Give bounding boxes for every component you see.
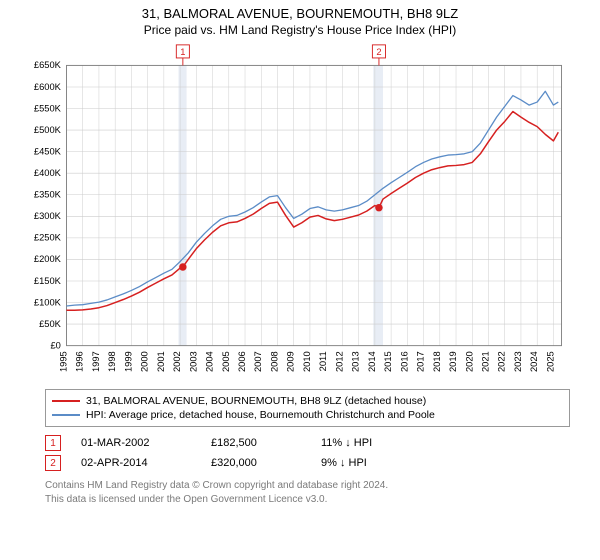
svg-text:2019: 2019: [448, 351, 458, 372]
legend: 31, BALMORAL AVENUE, BOURNEMOUTH, BH8 9L…: [45, 389, 570, 427]
svg-text:1: 1: [180, 47, 185, 57]
sale-price: £320,000: [211, 457, 301, 469]
sale-marker: 1: [45, 435, 61, 451]
sale-diff-vs-hpi: 9% ↓ HPI: [321, 457, 431, 469]
svg-text:2020: 2020: [464, 351, 474, 372]
svg-text:£250K: £250K: [34, 233, 62, 243]
svg-text:£400K: £400K: [34, 168, 62, 178]
svg-text:2011: 2011: [318, 351, 328, 371]
svg-text:2017: 2017: [416, 351, 426, 372]
svg-text:£200K: £200K: [34, 254, 62, 264]
svg-text:2008: 2008: [269, 351, 279, 372]
legend-row: HPI: Average price, detached house, Bour…: [52, 408, 563, 422]
svg-text:1999: 1999: [123, 351, 133, 372]
svg-text:2006: 2006: [237, 351, 247, 372]
sale-diff-vs-hpi: 11% ↓ HPI: [321, 437, 431, 449]
sales-table: 1 01-MAR-2002 £182,500 11% ↓ HPI 2 02-APR-201…: [45, 433, 570, 473]
sale-date: 02-APR-2014: [81, 457, 191, 469]
sale-row: 2 02-APR-2014 £320,000 9% ↓ HPI: [45, 453, 570, 473]
svg-text:£50K: £50K: [39, 319, 62, 329]
svg-text:£150K: £150K: [34, 276, 62, 286]
title-address: 31, BALMORAL AVENUE, BOURNEMOUTH, BH8 9L…: [0, 6, 600, 21]
sale-date: 01-MAR-2002: [81, 437, 191, 449]
sale-row: 1 01-MAR-2002 £182,500 11% ↓ HPI: [45, 433, 570, 453]
svg-text:2000: 2000: [140, 351, 150, 372]
svg-text:1998: 1998: [107, 351, 117, 372]
svg-text:2022: 2022: [497, 351, 507, 372]
svg-text:1995: 1995: [58, 351, 68, 372]
legend-label: HPI: Average price, detached house, Bour…: [86, 409, 435, 421]
chart: £0 £50K £100K £150K £200K £250K £300K £350K £400…: [0, 43, 600, 383]
svg-text:£500K: £500K: [34, 125, 62, 135]
legend-swatch: [52, 400, 80, 402]
svg-text:2005: 2005: [221, 351, 231, 372]
sale-price: £182,500: [211, 437, 301, 449]
svg-text:2018: 2018: [432, 351, 442, 372]
svg-text:1997: 1997: [91, 351, 101, 372]
svg-text:£550K: £550K: [34, 103, 62, 113]
svg-text:1996: 1996: [75, 351, 85, 372]
svg-text:£650K: £650K: [34, 60, 62, 70]
credits: Contains HM Land Registry data © Crown c…: [45, 479, 570, 506]
svg-text:£350K: £350K: [34, 190, 62, 200]
svg-text:2016: 2016: [399, 351, 409, 372]
svg-text:£0: £0: [50, 340, 60, 350]
svg-text:2009: 2009: [286, 351, 296, 372]
title-subtitle: Price paid vs. HM Land Registry's House …: [0, 23, 600, 37]
svg-text:2007: 2007: [253, 351, 263, 372]
svg-text:2023: 2023: [513, 351, 523, 372]
svg-text:2021: 2021: [480, 351, 490, 372]
svg-text:2003: 2003: [188, 351, 198, 372]
svg-text:2001: 2001: [156, 351, 166, 372]
legend-row: 31, BALMORAL AVENUE, BOURNEMOUTH, BH8 9L…: [52, 394, 563, 408]
credits-line1: Contains HM Land Registry data © Crown c…: [45, 479, 570, 493]
svg-text:2: 2: [376, 47, 381, 57]
sale-marker: 2: [45, 455, 61, 471]
svg-text:2025: 2025: [545, 351, 555, 372]
svg-text:£450K: £450K: [34, 146, 62, 156]
credits-line2: This data is licensed under the Open Gov…: [45, 493, 570, 507]
legend-label: 31, BALMORAL AVENUE, BOURNEMOUTH, BH8 9L…: [86, 395, 426, 407]
svg-text:2002: 2002: [172, 351, 182, 372]
svg-text:£300K: £300K: [34, 211, 62, 221]
svg-text:2012: 2012: [334, 351, 344, 372]
svg-text:2013: 2013: [351, 351, 361, 372]
svg-text:£600K: £600K: [34, 82, 62, 92]
svg-text:2004: 2004: [205, 351, 215, 372]
svg-text:2024: 2024: [529, 351, 539, 372]
legend-swatch: [52, 414, 80, 416]
svg-text:£100K: £100K: [34, 297, 62, 307]
svg-text:2015: 2015: [383, 351, 393, 372]
svg-text:2010: 2010: [302, 351, 312, 372]
svg-text:2014: 2014: [367, 351, 377, 372]
